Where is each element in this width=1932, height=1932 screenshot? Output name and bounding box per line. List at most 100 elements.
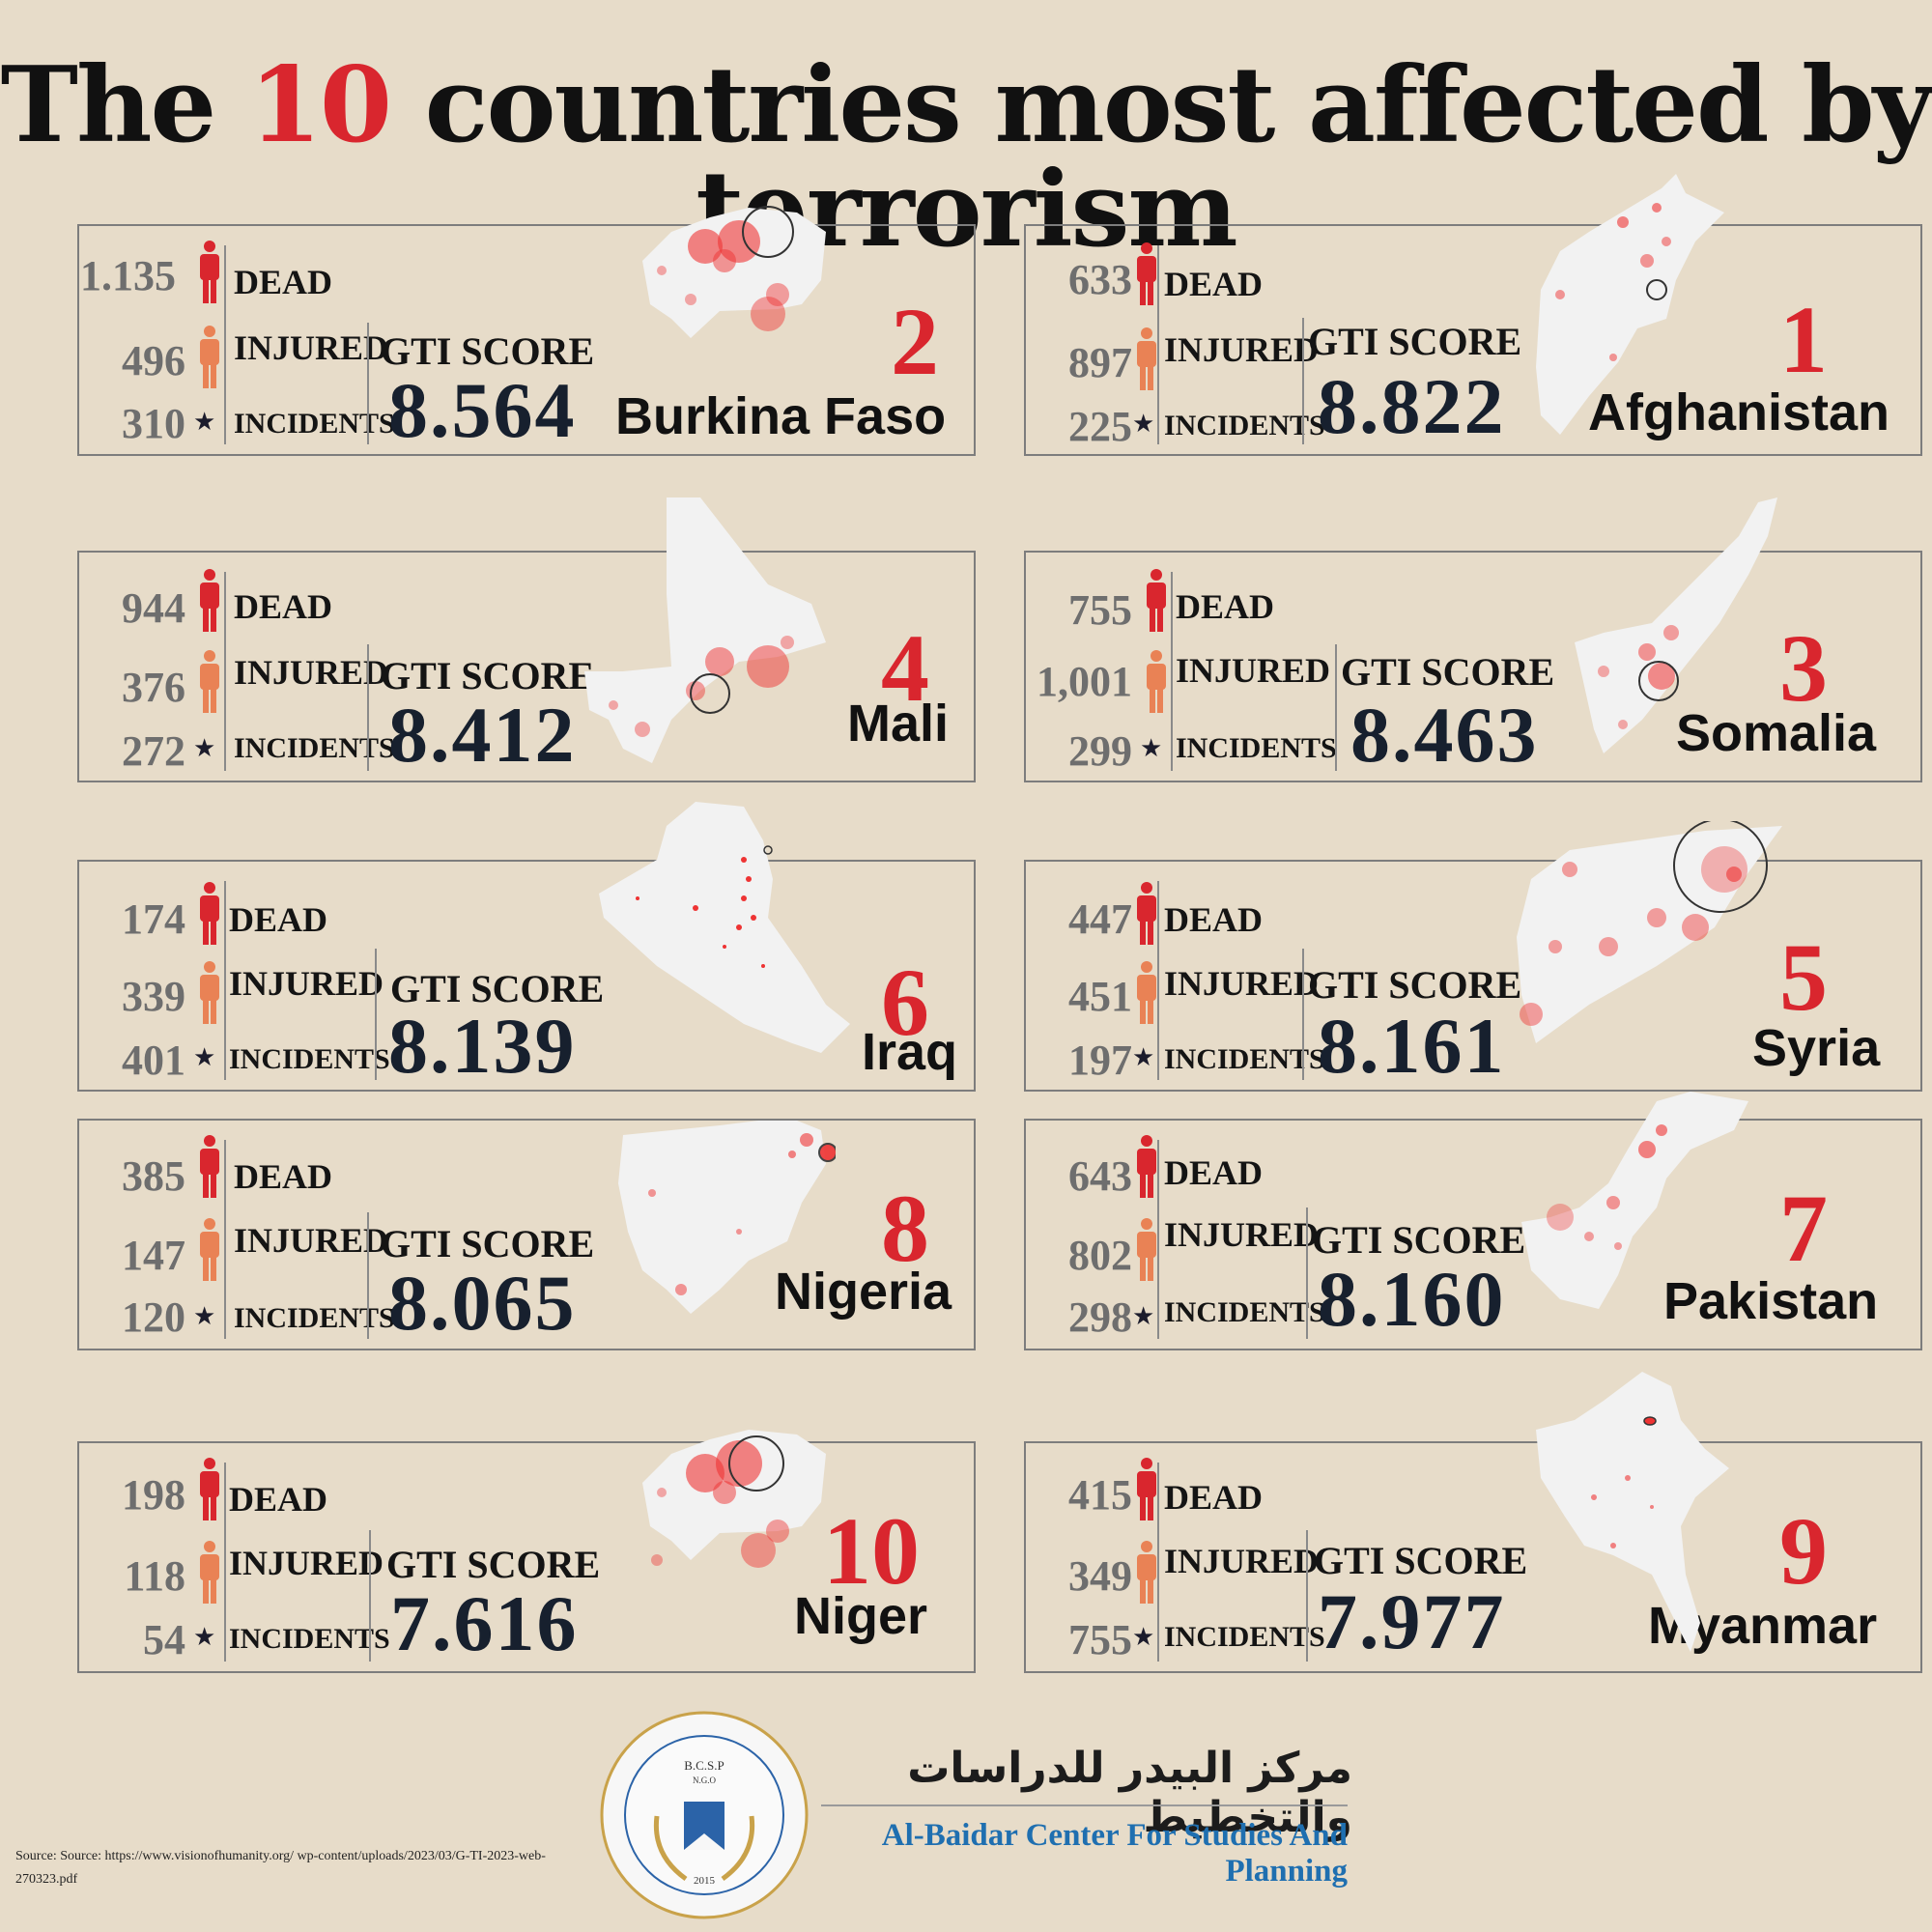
dead-person-icon [1137, 1458, 1156, 1520]
rank-number: 2 [891, 288, 939, 395]
country-name: Mali [847, 695, 950, 753]
incidents-count: 310 [122, 400, 185, 447]
star-icon: ★ [193, 1623, 216, 1651]
incidents-label: INCIDENTS [1164, 1621, 1325, 1653]
incidents-label: INCIDENTS [234, 732, 395, 764]
rank-number: 1 [1779, 286, 1828, 393]
divider [1171, 572, 1173, 771]
country-card-mali: 944 DEAD 376 INJURED 272 ★ INCIDENTS GTI… [77, 551, 976, 782]
gti-label: GTI SCORE [1312, 1218, 1526, 1262]
incidents-label: INCIDENTS [1164, 1043, 1325, 1075]
dead-label: DEAD [234, 1157, 333, 1196]
injured-label: INJURED [229, 1544, 384, 1582]
dead-count: 633 [1068, 256, 1132, 303]
divider [224, 572, 226, 771]
incidents-count: 225 [1068, 403, 1132, 450]
gti-label: GTI SCORE [381, 654, 595, 697]
title-number: 10 [248, 44, 392, 166]
gti-score: 8.139 [388, 1002, 577, 1090]
injured-person-icon [1137, 1218, 1156, 1281]
dead-person-icon [200, 1135, 219, 1198]
country-card-somalia: 755 DEAD 1,001 INJURED 299 ★ INCIDENTS G… [1024, 551, 1922, 782]
injured-person-icon [200, 326, 219, 388]
divider [224, 245, 226, 444]
gti-score: 8.065 [388, 1259, 577, 1347]
dead-count: 385 [122, 1152, 185, 1200]
dead-label: DEAD [1164, 1153, 1264, 1192]
incidents-label: INCIDENTS [1176, 732, 1337, 764]
country-name: Syria [1752, 1019, 1881, 1077]
incidents-label: INCIDENTS [229, 1623, 390, 1655]
dead-person-icon [200, 241, 219, 303]
dead-count: 1.135 [80, 252, 176, 299]
divider [1306, 1208, 1308, 1339]
incidents-label: INCIDENTS [229, 1043, 390, 1075]
dead-count: 643 [1068, 1152, 1132, 1200]
mali-map [584, 497, 826, 763]
injured-count: 802 [1068, 1232, 1132, 1279]
center-name-english: Al-Baidar Center For Studies And Plannin… [881, 1818, 1348, 1889]
dead-person-icon [200, 882, 219, 945]
injured-count: 1,001 [1037, 658, 1132, 705]
dead-person-icon [200, 569, 219, 632]
dead-count: 415 [1068, 1471, 1132, 1519]
injured-label: INJURED [234, 1221, 389, 1260]
star-icon: ★ [1132, 1623, 1155, 1651]
incidents-count: 298 [1068, 1293, 1132, 1341]
incidents-count: 299 [1068, 727, 1132, 775]
incidents-count: 272 [122, 727, 185, 775]
country-card-pakistan: 643 DEAD 802 INJURED 298 ★ INCIDENTS GTI… [1024, 1119, 1922, 1350]
injured-label: INJURED [1164, 964, 1320, 1003]
incidents-label: INCIDENTS [234, 408, 395, 440]
divider [367, 323, 369, 444]
gti-label: GTI SCORE [1314, 1539, 1528, 1582]
star-icon: ★ [193, 408, 216, 436]
center-name-arabic: مركز البيدر للدراسات والتخطيط [907, 1744, 1352, 1842]
gti-score: 7.616 [390, 1579, 579, 1667]
gti-label: GTI SCORE [381, 329, 595, 373]
dead-label: DEAD [1164, 900, 1264, 939]
logo-year: 2015 [694, 1875, 716, 1887]
country-name: Nigeria [775, 1263, 952, 1321]
divider [1157, 881, 1159, 1080]
injured-label: INJURED [1176, 651, 1331, 690]
country-name: Burkina Faso [615, 387, 947, 445]
divider [224, 1463, 226, 1662]
gti-score: 7.977 [1318, 1577, 1506, 1665]
divider [1306, 1530, 1308, 1662]
injured-label: INJURED [1164, 330, 1320, 369]
somalia-map [1575, 497, 1777, 753]
dead-count: 447 [1068, 895, 1132, 943]
country-card-afghanistan: 633 DEAD 897 INJURED 225 ★ INCIDENTS GTI… [1024, 224, 1922, 456]
dead-person-icon [1147, 569, 1166, 632]
rank-number: 8 [881, 1175, 929, 1282]
gti-score: 8.822 [1318, 362, 1506, 450]
injured-count: 349 [1068, 1552, 1132, 1600]
rank-number: 3 [1779, 614, 1828, 722]
country-card-myanmar: 415 DEAD 349 INJURED 755 ★ INCIDENTS GTI… [1024, 1441, 1922, 1673]
country-name: Niger [794, 1587, 928, 1645]
dead-person-icon [200, 1458, 219, 1520]
incidents-count: 54 [143, 1616, 185, 1663]
gti-score: 8.564 [388, 366, 577, 454]
star-icon: ★ [1132, 1302, 1155, 1330]
rank-number: 9 [1779, 1497, 1828, 1605]
dead-count: 755 [1068, 586, 1132, 634]
injured-count: 496 [122, 337, 185, 384]
injured-label: INJURED [229, 964, 384, 1003]
gti-score: 8.160 [1318, 1255, 1506, 1343]
rank-number: 4 [881, 614, 929, 722]
injured-person-icon [200, 961, 219, 1024]
star-icon: ★ [1132, 410, 1155, 438]
star-icon: ★ [193, 734, 216, 762]
injured-count: 376 [122, 664, 185, 711]
dead-count: 198 [122, 1471, 185, 1519]
injured-count: 451 [1068, 973, 1132, 1020]
injured-count: 147 [122, 1232, 185, 1279]
gti-score: 8.161 [1318, 1002, 1506, 1090]
gti-score: 8.463 [1350, 691, 1539, 779]
divider [1302, 949, 1304, 1080]
injured-person-icon [1147, 650, 1166, 713]
afghanistan-map [1536, 174, 1724, 435]
country-name: Pakistan [1663, 1272, 1879, 1330]
